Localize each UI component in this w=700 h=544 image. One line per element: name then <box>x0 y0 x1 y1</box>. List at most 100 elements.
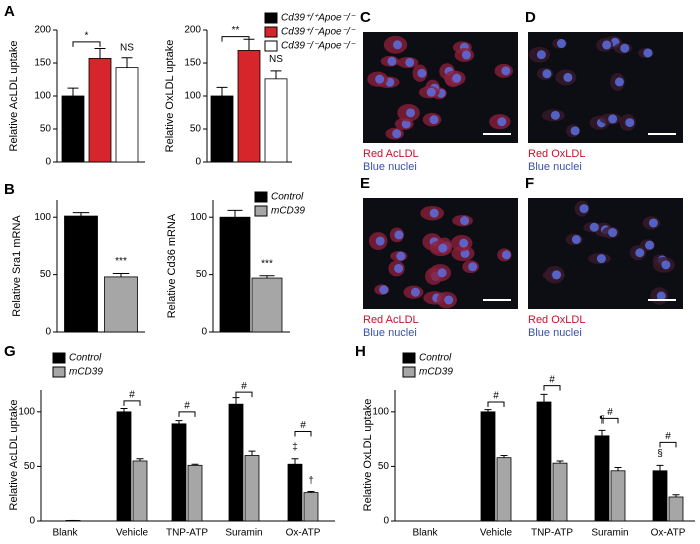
nucleus <box>661 260 671 270</box>
bar <box>171 423 187 522</box>
nucleus <box>375 236 385 246</box>
y-tick-label: 50 <box>24 461 36 472</box>
bar <box>480 411 496 522</box>
significance-bracket <box>294 430 312 437</box>
nucleus <box>552 270 562 280</box>
legend-label: Cd39⁺/⁺Apoe⁻/⁻ <box>281 13 356 24</box>
nucleus <box>406 108 416 118</box>
bar <box>594 435 610 522</box>
x-tick-label: Vehicle <box>480 528 513 539</box>
x-tick-label: Suramin <box>225 528 262 539</box>
y-tick-label: 150 <box>184 58 201 69</box>
bar <box>244 455 260 522</box>
legend-swatch <box>264 40 278 52</box>
nucleus <box>589 222 599 232</box>
x-tick-label: Suramin <box>591 528 628 539</box>
nucleus <box>608 228 618 238</box>
nucleus <box>536 50 546 60</box>
significance-bracket <box>123 400 141 406</box>
error-bar <box>136 458 144 461</box>
significance-label: # <box>129 390 135 401</box>
nucleus <box>375 74 385 84</box>
legend-label: Control <box>271 192 304 203</box>
image-caption: Red AcLDL <box>363 314 419 326</box>
image-caption: Blue nuclei <box>528 161 582 173</box>
nucleus <box>596 254 606 264</box>
nucleus <box>635 248 645 258</box>
significance-bracket <box>543 385 561 391</box>
nucleus <box>379 285 389 295</box>
y-tick-label: 100 <box>34 91 51 102</box>
nucleus <box>426 87 436 97</box>
nucleus <box>550 110 560 120</box>
nucleus <box>656 291 666 301</box>
legend-label: mCD39 <box>419 367 453 378</box>
panel-label: F <box>525 175 534 192</box>
bar <box>104 276 138 333</box>
x-tick-label: Vehicle <box>116 528 149 539</box>
nucleus <box>437 268 447 278</box>
image-caption: Blue nuclei <box>528 327 582 339</box>
significance-label: # <box>549 374 555 385</box>
nucleus <box>444 295 454 305</box>
legend-swatch <box>264 12 278 24</box>
panel-label: G <box>4 343 16 360</box>
nucleus <box>645 240 655 250</box>
image-caption: Red OxLDL <box>528 148 585 160</box>
legend-swatch <box>254 191 268 203</box>
bar <box>64 215 98 333</box>
legend-label: Control <box>419 353 452 364</box>
nucleus <box>417 68 427 78</box>
nucleus <box>429 115 439 125</box>
bar <box>668 496 684 522</box>
error-bar <box>500 455 508 458</box>
y-axis-label: Relative Sra1 mRNA <box>11 215 23 317</box>
image-caption: Red AcLDL <box>363 148 419 160</box>
error-bar <box>112 272 130 277</box>
x-tick-label: Blank <box>52 528 78 539</box>
error-bar <box>672 494 680 497</box>
x-tick-label: Ox-ATP <box>286 528 321 539</box>
bar <box>237 50 261 163</box>
y-tick-label: 0 <box>29 516 35 527</box>
bar <box>251 277 283 333</box>
y-axis-label: Relative AcLDL uptake <box>8 400 20 511</box>
error-bar <box>291 458 299 465</box>
error-bar <box>484 409 492 412</box>
nucleus <box>648 218 658 228</box>
bar <box>303 492 319 522</box>
nucleus <box>497 117 507 127</box>
nucleus <box>438 243 448 253</box>
y-tick-label: 100 <box>190 212 207 223</box>
y-tick-label: 100 <box>18 406 35 417</box>
nucleus <box>501 66 511 76</box>
y-tick-label: 0 <box>45 327 51 338</box>
y-tick-label: 0 <box>195 157 201 168</box>
bar <box>187 464 203 522</box>
bar <box>61 95 85 163</box>
nucleus <box>542 69 552 79</box>
error-bar <box>72 212 90 217</box>
error-bar <box>191 463 199 466</box>
nucleus <box>501 250 511 260</box>
nucleus <box>620 43 630 53</box>
y-tick-label: 200 <box>34 25 51 36</box>
bar <box>652 470 668 522</box>
legend-label: mCD39 <box>69 367 103 378</box>
significance-bracket <box>601 417 619 424</box>
nucleus <box>625 118 635 128</box>
significance-bracket <box>221 36 250 42</box>
significance-label: ** <box>232 25 240 36</box>
image-caption: Blue nuclei <box>363 327 417 339</box>
nucleus <box>405 57 415 67</box>
x-tick-label: TNP-ATP <box>531 528 573 539</box>
nucleus <box>643 48 653 58</box>
nucleus <box>460 216 470 226</box>
significance-label: ¶ <box>599 415 604 426</box>
bar <box>552 462 568 522</box>
y-tick-label: 0 <box>45 157 51 168</box>
bar <box>88 57 112 163</box>
error-bar <box>216 86 228 96</box>
significance-label: ‡ <box>292 442 298 453</box>
